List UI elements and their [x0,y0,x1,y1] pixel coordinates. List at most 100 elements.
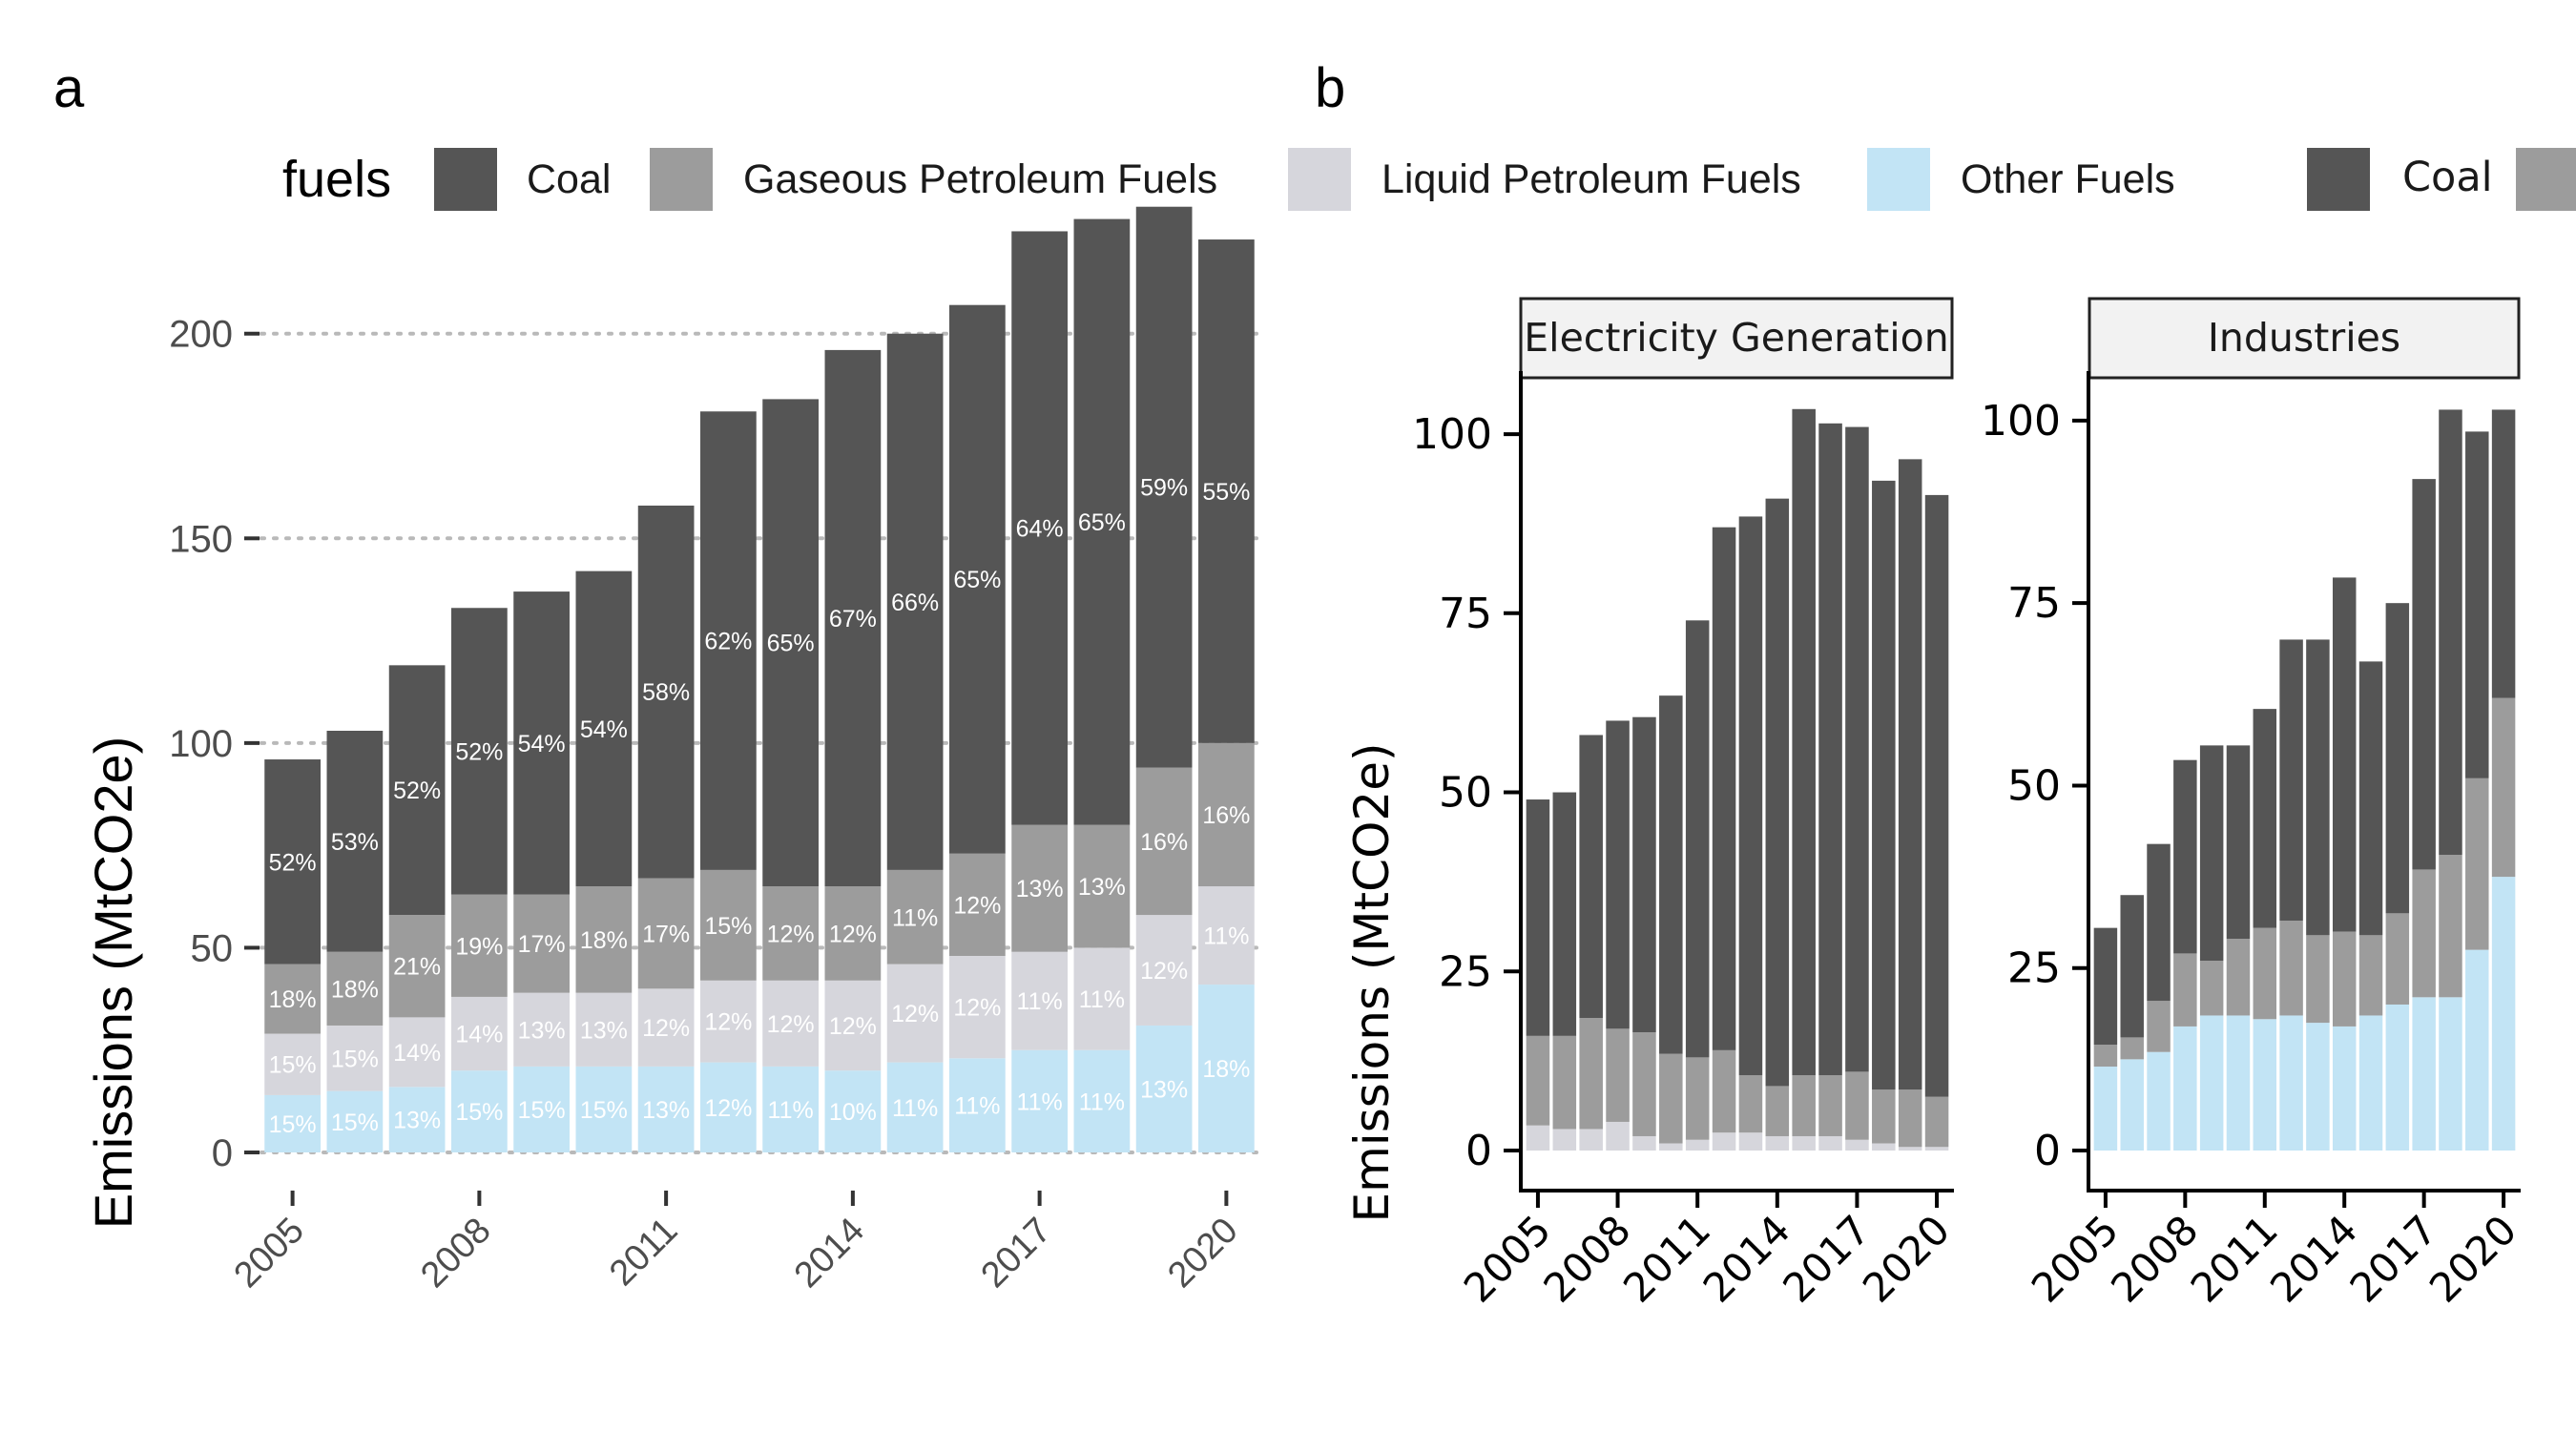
data-label: 52% [393,778,441,804]
bar-segment [2173,759,2197,954]
bar-segment [2253,709,2277,928]
legend-title: fuels [282,151,391,208]
bar-segment [575,570,633,887]
bar-segment [1792,408,1816,1076]
legend-swatch-gaseous [650,148,713,211]
bar-segment [1924,1147,1949,1151]
facet-strip-electricity-label: Electricity Generation [1524,315,1948,361]
data-label: 12% [642,1015,690,1042]
bar-segment [1818,423,1842,1076]
bar-segment [2226,1015,2251,1151]
data-label: 12% [829,921,877,947]
bar-segment [2279,920,2303,1016]
bar-segment [1792,1075,1816,1136]
bar-segment [326,1025,384,1091]
data-label: 55% [1202,479,1250,506]
bar-segment [1765,498,1790,1087]
bar-segment [1073,947,1131,1050]
bar-segment [1924,1096,1949,1148]
bar-segment [2120,1059,2144,1151]
bar-segment [949,304,1006,854]
facet-strip-electricity-box [1519,297,1954,380]
bar-segment [949,853,1006,957]
bar-segment [637,988,695,1067]
bar-segment [2465,949,2489,1151]
data-label: 15% [580,1097,628,1124]
bar-segment [1738,1132,1763,1151]
data-label: 52% [455,738,503,765]
data-label: 11% [1079,1089,1125,1115]
legend-label-liquid: Liquid Petroleum Fuels [1381,156,1801,202]
bar-segment [513,894,570,993]
data-label: 13% [580,1017,628,1044]
bar-segment [1659,695,1683,1054]
bar-segment [1198,985,1255,1152]
data-label: 15% [269,1052,317,1079]
data-label: 14% [393,1040,441,1067]
bar-segment [1198,742,1255,887]
y-tick-label: 100 [169,723,233,765]
bar-segment [575,886,633,993]
data-label: 12% [891,1001,939,1027]
bar-segment [700,411,757,870]
facet-strip-industries-box [2088,297,2521,380]
bar-segment [1685,620,1710,1058]
bar-segment [1738,516,1763,1076]
bar-segment [1552,1035,1577,1130]
bar-segment [451,608,508,895]
bar-segment [1579,735,1603,1019]
y-tick-label: 50 [2007,761,2061,810]
bar-segment [2332,577,2357,932]
panel-b-y-axis-title: Emissions (MtCO2e) [1344,742,1400,1222]
legend-label-other: Other Fuels [1961,156,2175,202]
bar-segment [762,886,819,981]
facet-strip-industries-label: Industries [2208,315,2400,361]
bar-segment [1135,206,1193,768]
legend-b-swatch-gaseous [2516,148,2576,211]
facet-strip-electricity: Electricity Generation [1519,297,1954,380]
bar-segment [762,980,819,1067]
data-label: 12% [953,995,1001,1022]
data-label: 12% [829,1013,877,1040]
bar-segment [1685,1057,1710,1140]
bar-segment [2385,913,2410,1005]
data-label: 13% [1078,874,1126,901]
bar-segment [2306,639,2330,936]
bar-segment [2147,1051,2171,1151]
bar-segment [1712,1132,1736,1151]
bar-segment [824,980,882,1071]
data-label: 13% [1140,1076,1188,1103]
bar-segment [1011,1049,1068,1152]
bar-segment [2306,1023,2330,1151]
bar-segment [2120,1037,2144,1060]
data-label: 17% [518,931,566,958]
y-tick-label: 0 [212,1132,233,1174]
legend: fuels Coal Gaseous Petroleum Fuels Liqui… [282,148,2175,211]
bar-segment [1765,1135,1790,1151]
data-label: 12% [704,1009,752,1036]
bar-segment [388,915,446,1018]
y-tick-label: 25 [2007,944,2061,993]
bar-segment [1526,799,1550,1036]
bar-segment [2491,409,2516,698]
bar-segment [2253,927,2277,1020]
data-label: 13% [642,1097,690,1124]
data-label: 14% [455,1022,503,1048]
bar-segment [1552,1129,1577,1151]
data-label: 54% [518,731,566,757]
bar-segment [1818,1135,1842,1151]
facet-strip-industries: Industries [2088,297,2521,380]
bar-segment [2491,877,2516,1151]
bar-segment [1659,1053,1683,1144]
bar-segment [1526,1035,1550,1126]
bar-segment [2199,745,2224,962]
legend-b: Coal [2307,148,2576,211]
bar-segment [451,894,508,997]
data-label: 65% [953,567,1001,593]
bar-segment [1579,1018,1603,1130]
data-label: 18% [269,986,317,1013]
bar-segment [388,665,446,916]
panel-b-letter: b [1315,57,1345,119]
data-label: 11% [1079,986,1125,1013]
